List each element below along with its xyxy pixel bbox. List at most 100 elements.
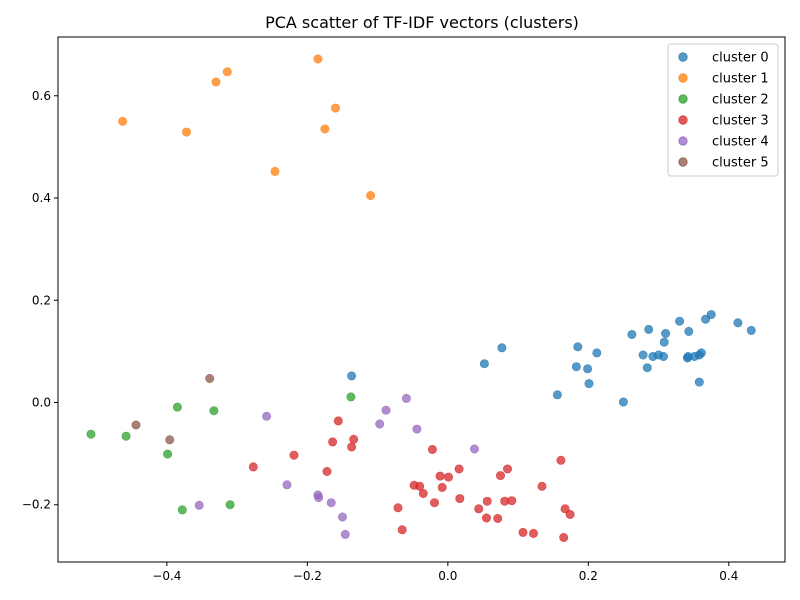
data-point [347,442,357,452]
data-point [418,488,428,498]
data-point [375,419,385,429]
legend-entry: cluster 5 [678,156,769,171]
series-cluster-0 [347,310,756,407]
legend-marker [678,94,688,104]
data-point [289,450,299,460]
data-point [328,437,338,447]
legend-label: cluster 1 [712,72,769,87]
x-tick-label: 0.2 [579,569,598,583]
data-point [320,124,330,134]
data-point [366,191,376,201]
data-point [497,343,507,353]
series-cluster-1 [118,54,376,201]
data-point [262,411,272,421]
data-point [644,324,654,334]
y-tick-label: −0.2 [22,498,51,512]
y-tick-label: 0.0 [32,396,51,410]
data-point [415,481,425,491]
data-point [706,310,716,320]
legend-marker [678,73,688,83]
data-point [349,434,359,444]
data-point [659,337,669,347]
data-point [638,350,648,360]
data-point [495,471,505,481]
data-point [493,513,503,523]
data-point [507,496,517,506]
data-point [584,379,594,389]
data-point [469,444,479,454]
data-point [86,429,96,439]
data-point [412,424,422,434]
data-point [528,528,538,538]
data-point [205,373,215,383]
series-cluster-2 [86,392,356,515]
data-point [225,500,235,510]
legend-label: cluster 2 [712,93,769,108]
data-point [435,471,445,481]
data-point [165,435,175,445]
data-point [479,359,489,369]
data-point [443,472,453,482]
data-point [211,77,221,87]
legend-label: cluster 4 [712,135,769,150]
data-point [559,532,569,542]
data-point [177,505,187,515]
x-tick-label: −0.2 [293,569,322,583]
data-point [556,455,566,465]
data-point [733,318,743,328]
data-point [326,498,336,508]
data-point [694,377,704,387]
x-tick-label: 0.4 [719,569,738,583]
data-point [393,503,403,513]
legend-marker [678,157,688,167]
series-cluster-3 [248,416,575,542]
data-point [270,166,280,176]
data-point [518,527,528,537]
data-point [427,444,437,454]
legend-entry: cluster 2 [678,93,769,108]
data-point [560,504,570,514]
data-point [571,362,581,372]
data-point [502,464,512,474]
y-tick-label: 0.2 [32,293,51,307]
data-point [429,498,439,508]
data-point [627,329,637,339]
series-cluster-4 [194,393,479,539]
data-point [346,392,356,402]
data-point [194,500,204,510]
data-point [322,466,332,476]
legend-marker [678,115,688,125]
data-point [573,342,583,352]
data-point [248,462,258,472]
data-point [340,529,350,539]
legend-label: cluster 5 [712,156,769,171]
legend-entry: cluster 1 [678,72,769,87]
y-tick-label: 0.6 [32,89,51,103]
data-point [592,348,602,358]
data-point [481,513,491,523]
data-point [330,103,340,113]
data-point [537,481,547,491]
data-point [565,509,575,519]
chart-title: PCA scatter of TF-IDF vectors (clusters) [265,13,579,32]
data-point [397,525,407,535]
data-point [482,496,492,506]
data-point [746,325,756,335]
y-tick-label: 0.4 [32,191,51,205]
data-point [333,416,343,426]
series-cluster-5 [131,373,215,445]
legend-entry: cluster 3 [678,114,769,129]
data-point [675,316,685,326]
data-point [474,504,484,514]
legend-entry: cluster 4 [678,135,769,150]
data-point [163,449,173,459]
legend-marker [678,52,688,62]
legend-label: cluster 0 [712,51,769,66]
data-point [347,371,357,381]
data-point [313,54,323,64]
points-layer [86,54,756,542]
data-point [455,494,465,504]
legend-box [667,43,779,177]
data-point [381,405,391,415]
